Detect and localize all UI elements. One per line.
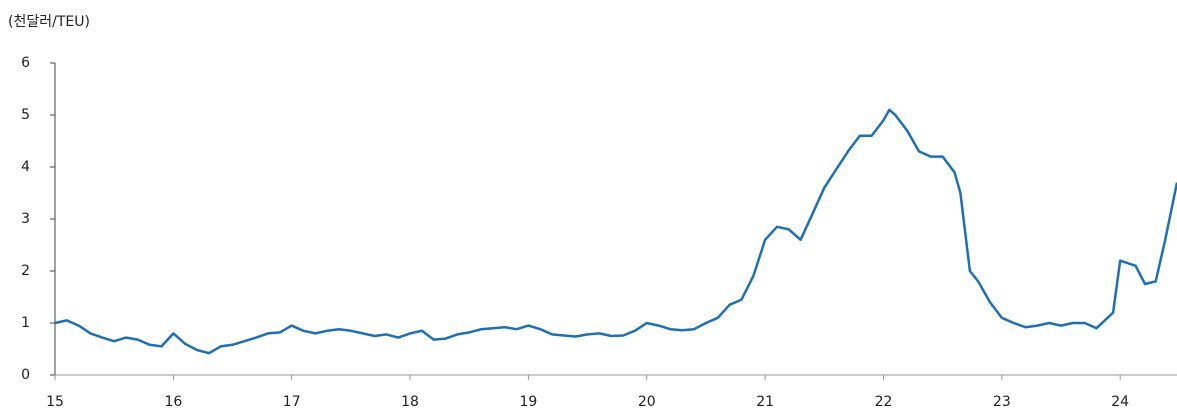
- x-tick-label: 19: [520, 394, 538, 410]
- x-tick-label: 23: [993, 394, 1011, 410]
- x-tick-label: 15: [46, 394, 64, 410]
- x-tick-label: 24: [1111, 394, 1129, 410]
- data-line: [54, 108, 1177, 355]
- y-tick-label: 3: [21, 211, 30, 227]
- x-tick-label: 17: [283, 394, 301, 410]
- x-tick-label: 22: [875, 394, 893, 410]
- y-tick-label: 0: [21, 367, 30, 383]
- x-tick-label: 16: [164, 394, 182, 410]
- y-tick-label: 4: [21, 159, 30, 175]
- x-tick-label: 20: [638, 394, 656, 410]
- y-tick-label: 6: [21, 55, 30, 71]
- x-tick-label: 18: [401, 394, 419, 410]
- y-tick-label: 5: [21, 107, 30, 123]
- y-tick-label: 2: [21, 263, 30, 279]
- unit-label: (천달러/TEU): [8, 14, 90, 30]
- y-tick-label: 1: [21, 315, 30, 331]
- x-tick-label: 21: [756, 394, 774, 410]
